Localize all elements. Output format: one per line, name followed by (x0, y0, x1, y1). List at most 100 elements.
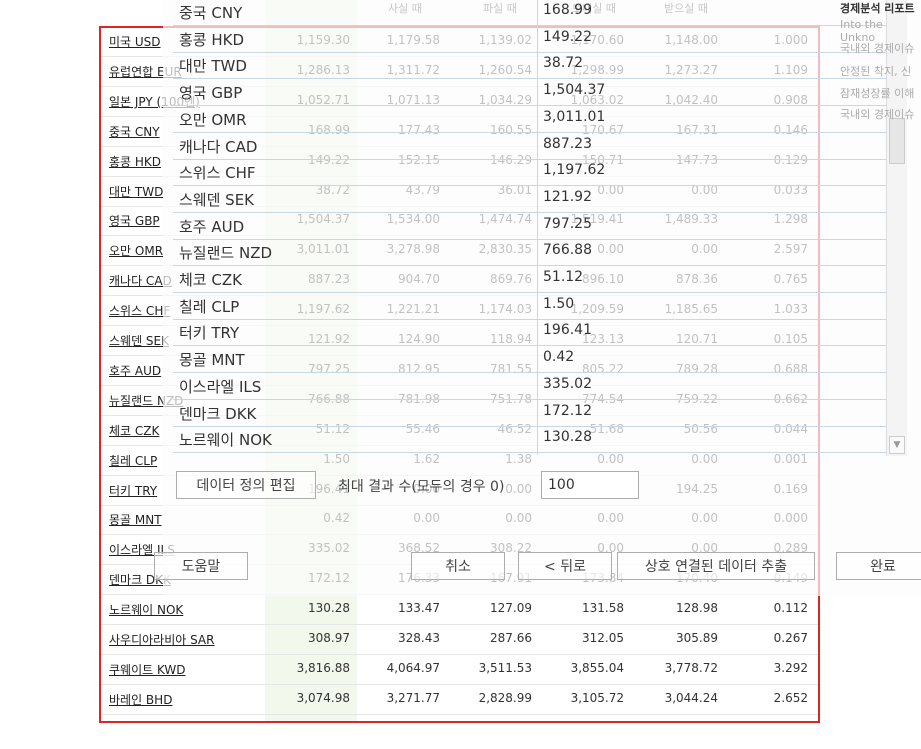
extract-linked-data-button[interactable]: 상호 연결된 데이터 추출 (617, 552, 815, 580)
list-item-rate: 335.02 (543, 375, 592, 392)
currency-link[interactable]: 영국 GBP (109, 214, 160, 229)
list-item[interactable]: 캐나다 CAD 887.23 (173, 134, 887, 160)
list-item-rate: 121.92 (543, 188, 592, 205)
list-item[interactable]: 덴마크 DKK 172.12 (173, 401, 887, 427)
list-item[interactable]: 몽골 MNT 0.42 (173, 347, 887, 374)
table-row: 노르웨이 NOK 130.28 133.47 127.09 131.58 128.98 0.… (101, 594, 819, 626)
rate-cell: 328.43 (398, 631, 440, 645)
list-item-name: 영국 GBP (179, 84, 243, 103)
currency-link[interactable]: 캐나다 CAD (109, 274, 172, 289)
currency-link[interactable]: 사우디아라비아 SAR (109, 633, 215, 647)
list-item[interactable]: 오만 OMR 3,011.01 (173, 107, 887, 133)
edit-data-definition-button[interactable]: 데이터 정의 편집 (176, 471, 316, 499)
list-item[interactable]: 영국 GBP 1,504.37 (173, 80, 887, 107)
rate-cell: 305.89 (676, 631, 718, 645)
list-item[interactable]: 노르웨이 NOK 130.28 (173, 427, 887, 454)
currency-link[interactable]: 스웨덴 SEK (109, 334, 170, 348)
rate-cell: 287.66 (490, 631, 532, 645)
list-item-name: 체코 CZK (179, 271, 242, 289)
scroll-down-arrow-icon[interactable]: ▼ (889, 436, 905, 454)
list-item-name: 대만 TWD (179, 57, 247, 76)
list-item[interactable]: 이스라엘 ILS 335.02 (173, 374, 887, 400)
list-item-name: 홍콩 HKD (179, 30, 245, 49)
currency-link[interactable]: 바레인 BHD (109, 692, 173, 707)
list-item-name: 중국 CNY (179, 4, 243, 22)
list-item-rate: 1.50 (543, 295, 575, 312)
scrollbar-thumb[interactable] (889, 118, 905, 164)
currency-link[interactable]: 홍콩 HKD (109, 154, 162, 169)
table-row: 쿠웨이트 KWD 3,816.88 4,064.97 3,511.53 3,855.04… (101, 654, 819, 685)
list-item-name: 뉴질랜드 NZD (179, 244, 273, 263)
rate-cell: 3,044.24 (664, 690, 718, 705)
currency-link[interactable]: 스위스 CHF (109, 304, 171, 319)
list-item[interactable]: 홍콩 HKD 149.22 (173, 27, 887, 53)
list-item[interactable]: 체코 CZK 51.12 (173, 267, 887, 293)
list-item[interactable]: 스위스 CHF 1,197.62 (173, 160, 887, 187)
list-item-name: 오만 OMR (179, 110, 247, 129)
list-item-rate: 149.22 (543, 28, 592, 45)
currency-link[interactable]: 노르웨이 NOK (109, 603, 184, 618)
cancel-button[interactable]: 취소 (411, 552, 505, 580)
rate-cell: 131.58 (582, 601, 624, 616)
list-item[interactable]: 스웨덴 SEK 121.92 (173, 187, 887, 213)
rate-cell: 0.112 (773, 601, 808, 616)
list-item-rate: 1,504.37 (543, 82, 606, 99)
list-item[interactable]: 대만 TWD 38.72 (173, 53, 887, 80)
list-item-name: 칠레 CLP (179, 297, 240, 316)
currency-link[interactable]: 중국 CNY (109, 124, 160, 139)
rate-cell: 133.47 (398, 601, 440, 616)
rate-cell: 3,778.72 (664, 660, 718, 675)
sidebar-link[interactable]: 잠재성장률 이해 (840, 87, 915, 100)
back-button[interactable]: < 뒤로 (518, 552, 612, 580)
rate-cell: 128.98 (676, 601, 718, 616)
currency-list[interactable]: 중국 CNY 168.99 홍콩 HKD 149.22 대만 TWD 38.72 영국 GB… (173, 0, 887, 456)
list-item-name: 몽골 MNT (179, 351, 245, 370)
list-scrollbar[interactable] (886, 0, 907, 456)
currency-link[interactable]: 터키 TRY (109, 483, 158, 498)
list-item-name: 스웨덴 SEK (179, 190, 255, 209)
list-column-divider (537, 0, 538, 455)
currency-link[interactable]: 호주 AUD (109, 363, 162, 378)
finish-button[interactable]: 완료 (836, 552, 921, 580)
list-item-rate: 0.42 (543, 349, 575, 366)
rate-cell: 3,074.98 (296, 690, 350, 705)
list-item-rate: 797.25 (543, 215, 592, 232)
rate-cell: 3,105.72 (570, 690, 624, 705)
list-item-rate: 1,197.62 (543, 162, 606, 179)
rate-cell: 3,271.77 (386, 690, 440, 705)
list-item-rate: 887.23 (543, 135, 592, 152)
sidebar-title: 경제분석 리포트 (840, 2, 915, 15)
list-item[interactable]: 뉴질랜드 NZD 766.88 (173, 240, 887, 267)
currency-link[interactable]: 몽골 MNT (109, 513, 162, 528)
rate-cell: 0.267 (773, 631, 808, 645)
list-item-rate: 130.28 (543, 429, 592, 446)
currency-link[interactable]: 쿠웨이트 KWD (109, 662, 186, 677)
rate-cell: 2,828.99 (478, 690, 532, 705)
list-item[interactable]: 호주 AUD 797.25 (173, 214, 887, 240)
list-item-name: 덴마크 DKK (179, 404, 257, 423)
currency-link[interactable]: 미국 USD (109, 35, 161, 49)
list-item[interactable]: 터키 TRY 196.41 (173, 320, 887, 347)
list-item[interactable]: 칠레 CLP 1.50 (173, 294, 887, 320)
rate-cell: 3.292 (773, 660, 808, 675)
help-button[interactable]: 도움말 (154, 552, 248, 580)
list-item[interactable]: 중국 CNY 168.99 (173, 0, 887, 26)
sidebar-link[interactable]: 국내외 경제이슈 (840, 108, 915, 121)
rate-cell: 3,511.53 (478, 660, 532, 675)
currency-link[interactable]: 대만 TWD (109, 184, 164, 199)
list-item-rate: 196.41 (543, 322, 592, 339)
max-results-input[interactable]: 100 (541, 471, 639, 499)
table-row: 사우디아라비아 SAR 308.97 328.43 287.66 312.05 305.8… (101, 624, 819, 655)
list-item-name: 호주 AUD (179, 217, 245, 236)
currency-link[interactable]: 오만 OMR (109, 244, 164, 259)
currency-link[interactable]: 체코 CZK (109, 423, 160, 438)
max-results-label: 최대 결과 수(모두의 경우 0) (338, 479, 505, 495)
rate-cell: 4,064.97 (386, 660, 440, 675)
sidebar-link[interactable]: Into the Unkno (840, 18, 883, 44)
sidebar-link[interactable]: 국내외 경제이슈 (840, 42, 915, 55)
currency-link[interactable]: 칠레 CLP (109, 453, 158, 468)
list-item-name: 노르웨이 NOK (179, 431, 272, 450)
list-item-name: 터키 TRY (179, 324, 240, 343)
sidebar-link[interactable]: 안정된 착지, 신 (840, 65, 912, 78)
rate-cell: 3,816.88 (296, 660, 350, 675)
